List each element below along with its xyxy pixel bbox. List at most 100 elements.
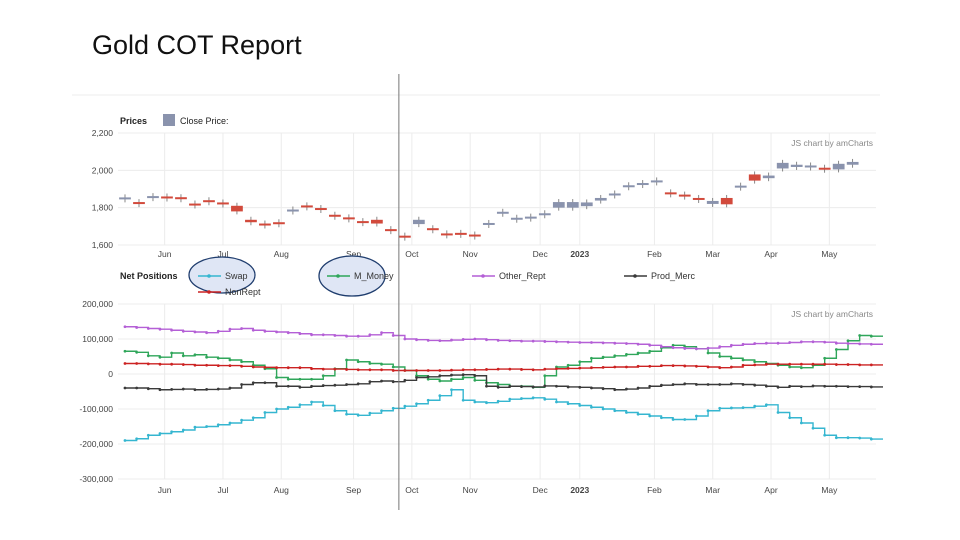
point-swap-63 [858,436,862,440]
point-nonrept-24 [403,369,407,372]
point-swap-6 [193,425,197,429]
point-swap-17 [321,404,325,407]
point-prod-merc-31 [485,384,488,388]
point-nonrept-53 [741,363,745,367]
point-other-rept-34 [520,339,523,343]
legend-label-swap[interactable]: Swap [225,271,248,281]
point-other-rept-44 [636,342,640,346]
prices-chart-credit[interactable]: JS chart by amCharts [791,138,873,148]
point-m-money-27 [438,379,442,383]
candle-33 [580,202,593,207]
point-swap-50 [706,409,710,413]
legend-label-m-money[interactable]: M_Money [354,271,394,281]
legend-item-nonrept[interactable]: NonRept [198,287,261,297]
net-y-tick-2: -100,000 [79,404,113,414]
point-m-money-16 [310,377,313,381]
point-swap-43 [625,411,628,414]
candle-2 [147,196,159,199]
net-x-tick-2: Aug [274,485,289,495]
point-swap-10 [240,418,244,422]
net-x-tick-10: Apr [764,485,777,495]
legend-item-m-money[interactable]: M_Money [327,271,394,281]
point-nonrept-48 [683,364,687,368]
legend-label-other-rept[interactable]: Other_Rept [499,271,546,281]
point-nonrept-21 [368,368,372,372]
point-prod-merc-22 [380,379,383,383]
legend-item-other-rept[interactable]: Other_Rept [472,271,546,281]
candle-5 [189,203,201,206]
point-other-rept-31 [485,338,488,342]
net-chart-credit[interactable]: JS chart by amCharts [791,309,873,319]
point-m-money-60 [823,356,827,360]
point-other-rept-9 [228,327,232,331]
candle-29 [524,216,537,219]
point-nonrept-33 [508,367,512,371]
point-other-rept-56 [776,341,780,345]
point-nonrept-1 [135,362,139,365]
point-prod-merc-46 [660,383,663,387]
point-swap-28 [450,388,453,392]
point-other-rept-61 [834,341,838,345]
point-other-rept-12 [263,329,267,333]
point-other-rept-4 [170,328,174,332]
net-y-tick-3: 0 [108,369,113,379]
candle-16 [343,217,355,220]
point-nonrept-61 [834,363,838,366]
point-nonrept-36 [543,367,547,371]
point-m-money-22 [380,362,383,366]
point-prod-merc-60 [823,384,827,388]
point-prod-merc-42 [613,388,617,392]
point-nonrept-28 [450,368,453,372]
point-nonrept-2 [146,362,150,366]
point-other-rept-7 [205,331,209,335]
point-swap-33 [508,397,512,401]
point-other-rept-39 [578,341,582,344]
point-other-rept-35 [531,339,535,343]
point-swap-55 [764,403,768,407]
point-swap-49 [695,414,698,418]
candle-38 [650,180,663,183]
point-swap-24 [403,404,407,408]
point-other-rept-23 [391,334,395,337]
point-m-money-21 [368,362,372,365]
point-m-money-39 [578,360,582,364]
close-price-legend-swatch[interactable] [163,114,175,126]
net-position-lines [123,325,883,442]
point-prod-merc-3 [158,388,162,392]
legend-item-swap[interactable]: Swap [198,271,248,281]
candle-3 [161,196,173,199]
series-line-prod-merc [124,374,883,391]
point-other-rept-8 [216,329,220,333]
point-prod-merc-6 [193,388,197,392]
point-m-money-57 [788,365,792,369]
point-swap-35 [531,396,535,400]
point-other-rept-20 [356,334,360,338]
point-swap-46 [660,416,663,420]
legend-item-prod-merc[interactable]: Prod_Merc [624,271,696,281]
point-prod-merc-18 [333,383,337,387]
point-other-rept-11 [251,328,255,332]
point-swap-25 [415,402,418,406]
point-other-rept-2 [146,327,150,330]
point-other-rept-51 [718,345,722,349]
close-price-legend-label[interactable]: Close Price: [180,116,229,126]
point-m-money-8 [216,356,220,360]
point-prod-merc-26 [426,375,430,379]
point-m-money-32 [496,383,500,386]
point-other-rept-55 [764,341,768,345]
point-nonrept-59 [811,362,815,366]
point-other-rept-6 [193,330,197,334]
legend-label-nonrept[interactable]: NonRept [225,287,261,297]
point-nonrept-32 [496,367,500,371]
point-m-money-44 [636,351,640,355]
point-m-money-45 [648,349,652,353]
point-nonrept-45 [648,364,652,368]
point-swap-34 [520,397,523,400]
point-nonrept-3 [158,362,162,366]
point-other-rept-57 [788,341,792,344]
legend-label-prod-merc[interactable]: Prod_Merc [651,271,696,281]
point-prod-merc-28 [450,373,453,377]
point-prod-merc-7 [205,388,209,391]
candle-32 [566,202,579,208]
